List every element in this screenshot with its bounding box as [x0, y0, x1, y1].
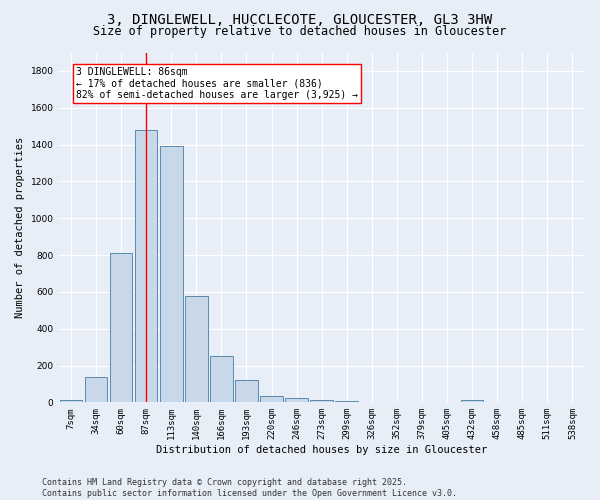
X-axis label: Distribution of detached houses by size in Gloucester: Distribution of detached houses by size …: [156, 445, 487, 455]
Y-axis label: Number of detached properties: Number of detached properties: [15, 137, 25, 318]
Bar: [461, 400, 484, 402]
Bar: [185, 296, 208, 403]
Bar: [235, 380, 258, 402]
Text: 3, DINGLEWELL, HUCCLECOTE, GLOUCESTER, GL3 3HW: 3, DINGLEWELL, HUCCLECOTE, GLOUCESTER, G…: [107, 12, 493, 26]
Bar: [310, 400, 333, 402]
Bar: [85, 376, 107, 402]
Text: Size of property relative to detached houses in Gloucester: Size of property relative to detached ho…: [94, 25, 506, 38]
Text: 3 DINGLEWELL: 86sqm
← 17% of detached houses are smaller (836)
82% of semi-detac: 3 DINGLEWELL: 86sqm ← 17% of detached ho…: [76, 67, 358, 100]
Bar: [286, 398, 308, 402]
Bar: [59, 400, 82, 402]
Bar: [260, 396, 283, 402]
Bar: [135, 130, 157, 402]
Bar: [210, 356, 233, 403]
Bar: [160, 146, 182, 402]
Text: Contains HM Land Registry data © Crown copyright and database right 2025.
Contai: Contains HM Land Registry data © Crown c…: [42, 478, 457, 498]
Bar: [110, 253, 133, 402]
